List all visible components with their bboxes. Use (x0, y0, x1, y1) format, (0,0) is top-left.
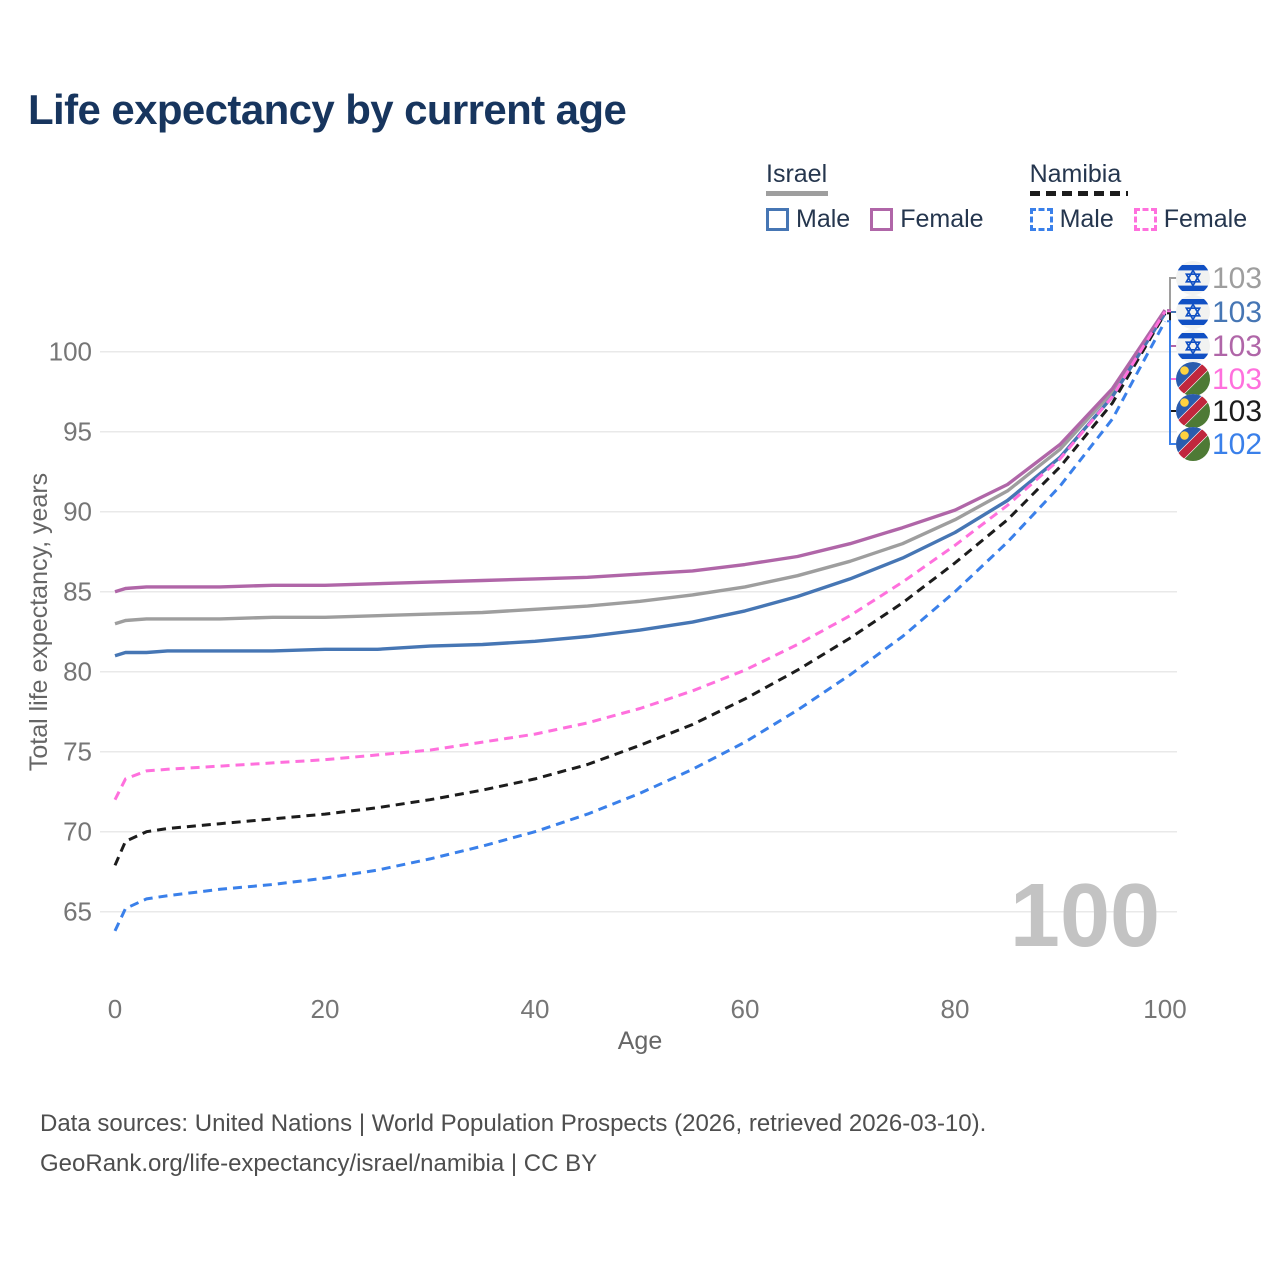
israel-flag (1176, 295, 1210, 329)
x-tick-0: 0 (108, 994, 122, 1024)
israel-male-swatch (766, 208, 789, 231)
y-tick-65: 65 (63, 897, 92, 927)
current-age-watermark: 100 (1010, 866, 1160, 966)
series-line-namibia-male[interactable] (113, 320, 1167, 932)
y-axis-title: Total life expectancy, years (25, 473, 53, 771)
namibia-flag (1176, 362, 1210, 396)
attribution-line: GeoRank.org/life-expectancy/israel/namib… (40, 1150, 598, 1177)
legend-group-namibia-label[interactable]: Namibia (1029, 160, 1122, 188)
legend-group-israel-label[interactable]: Israel (766, 160, 828, 188)
namibia-female-swatch (1133, 208, 1157, 231)
namibia-flag (1176, 394, 1210, 428)
y-tick-80: 80 (63, 657, 92, 687)
legend-item-namibia-male[interactable]: Male (1029, 205, 1114, 234)
y-tick-75: 75 (63, 737, 92, 767)
y-tick-100: 100 (49, 337, 92, 367)
x-tick-60: 60 (731, 994, 760, 1024)
legend: Israel Male Female Namibia Male (766, 160, 1247, 234)
data-sources-line: Data sources: United Nations | World Pop… (40, 1110, 987, 1137)
y-tick-90: 90 (63, 497, 92, 527)
end-label-leader (1167, 312, 1177, 412)
page-title: Life expectancy by current age (28, 86, 627, 133)
israel-flag (1176, 329, 1210, 363)
israel-solid-line-swatch (766, 191, 828, 196)
end-label-leader (1167, 309, 1177, 347)
y-tick-85: 85 (63, 577, 92, 607)
legend-item-label: Female (1163, 205, 1248, 233)
end-label-leader (1167, 320, 1177, 445)
legend-item-label: Female (900, 205, 984, 233)
series-line-israel-male[interactable] (114, 312, 1167, 658)
legend-item-israel-male[interactable]: Male (766, 205, 850, 234)
end-label-leader (1167, 277, 1177, 313)
series-line-namibia-female[interactable] (113, 310, 1167, 801)
end-value-namibia-male: 102 (1212, 428, 1262, 461)
x-tick-80: 80 (941, 994, 970, 1024)
namibia-male-swatch (1029, 208, 1053, 231)
y-tick-70: 70 (63, 817, 92, 847)
legend-item-namibia-female[interactable]: Female (1133, 205, 1248, 234)
namibia-dashed-line-swatch (1029, 191, 1128, 196)
end-value-israel-female: 103 (1212, 330, 1262, 363)
israel-female-swatch (870, 208, 894, 231)
end-value-namibia-female: 103 (1212, 363, 1262, 396)
x-tick-100: 100 (1143, 994, 1186, 1024)
legend-item-label: Male (1059, 205, 1114, 233)
end-value-israel-male: 103 (1212, 296, 1262, 329)
x-tick-20: 20 (311, 994, 340, 1024)
x-tick-40: 40 (521, 994, 550, 1024)
series-line-israel-both[interactable] (114, 310, 1167, 626)
legend-group-israel: Israel Male Female (766, 160, 984, 234)
legend-item-label: Male (796, 205, 851, 233)
series-line-namibia-both[interactable] (113, 312, 1167, 866)
namibia-flag (1176, 427, 1210, 461)
end-value-israel-both: 103 (1212, 262, 1262, 295)
legend-item-israel-female[interactable]: Female (870, 205, 984, 234)
series-line-israel-female[interactable] (114, 309, 1167, 594)
end-value-namibia-both: 103 (1212, 395, 1262, 428)
legend-group-namibia: Namibia Male Female (1029, 160, 1248, 234)
y-tick-95: 95 (63, 417, 92, 447)
israel-flag (1176, 261, 1210, 295)
x-axis-title: Age (618, 1027, 662, 1055)
footer: Data sources: United Nations | World Pop… (40, 1104, 986, 1184)
